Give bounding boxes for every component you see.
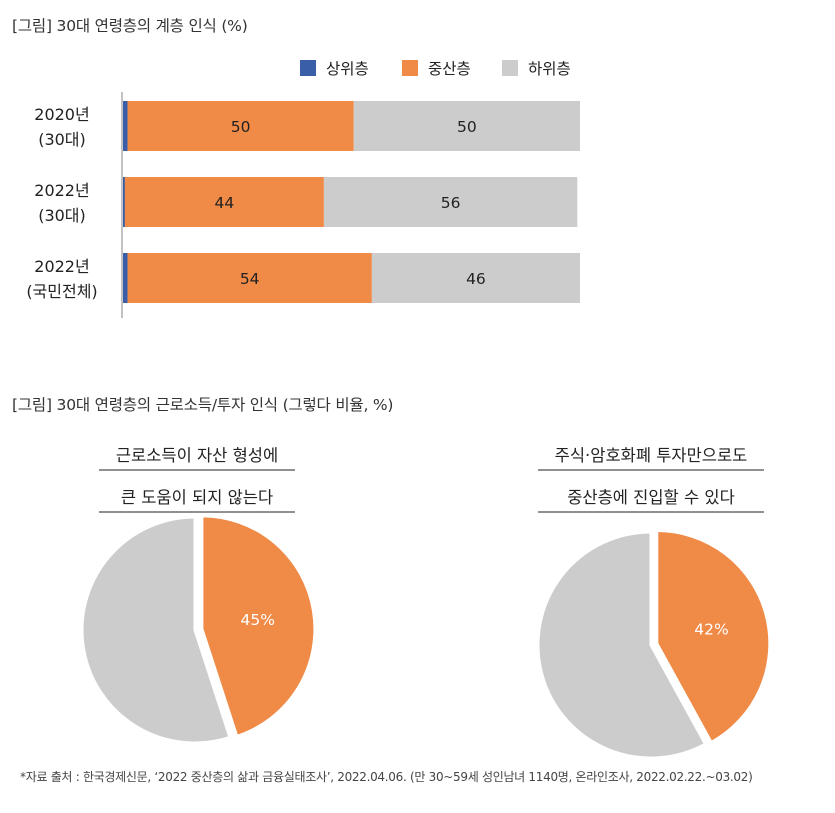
legend-swatch-2: [402, 60, 418, 76]
pie1-caption-line2: 큰 도움이 되지 않는다: [121, 488, 273, 507]
bar-segment-2-1: [123, 177, 127, 227]
pie2-caption-line2: 중산층에 진입할 수 있다: [567, 488, 735, 507]
data-label-2-3: 56: [441, 194, 461, 212]
legend-label-2: 중산층: [428, 60, 471, 78]
bar-segment-3-2: [127, 253, 372, 303]
legend-label-3: 하위층: [528, 60, 571, 78]
data-label-3-3: 46: [466, 270, 486, 288]
category-label-2-line1: 2022년: [34, 181, 89, 200]
bar-segment-3-3: [371, 253, 580, 303]
chart-title-class-perception: [그림] 30대 연령층의 계층 인식 (%): [12, 17, 248, 35]
data-label-3-2: 54: [240, 270, 260, 288]
pie1-slice-1: [200, 514, 317, 738]
category-label-3-line1: 2022년: [34, 257, 89, 276]
pie2-slice-1: [655, 529, 772, 745]
bar-segment-1-3: [353, 101, 580, 151]
data-label-2-2: 44: [214, 194, 234, 212]
data-label-1-2: 50: [231, 118, 251, 136]
bar-segment-1-1: [123, 101, 128, 151]
pie2-slice-2: [536, 530, 707, 760]
chart-title-income-investment: [그림] 30대 연령층의 근로소득/투자 인식 (그렇다 비율, %): [12, 396, 394, 414]
pie2-caption-line1: 주식·암호화폐 투자만으로도: [555, 446, 748, 465]
legend-label-1: 상위층: [326, 60, 369, 78]
pie1-slice-label-1: 45%: [240, 611, 274, 629]
bar-segment-2-3: [323, 177, 578, 227]
category-label-1-line1: 2020년: [34, 105, 89, 124]
pie2-slice-label-1: 42%: [694, 620, 728, 638]
pie1-caption-line1: 근로소득이 자산 형성에: [116, 446, 278, 465]
category-label-2-line2: (30대): [38, 206, 86, 225]
legend-swatch-3: [502, 60, 518, 76]
legend-swatch-1: [300, 60, 316, 76]
pie1-slice-2: [80, 515, 232, 745]
category-label-3-line2: (국민전체): [26, 282, 97, 301]
data-label-1-3: 50: [457, 118, 477, 136]
bar-segment-1-2: [127, 101, 354, 151]
source-note: *자료 출처 : 한국경제신문, ‘2022 중산층의 삶과 금융실태조사’, …: [20, 770, 753, 784]
bar-segment-3-1: [123, 253, 128, 303]
bar-segment-2-2: [124, 177, 324, 227]
category-label-1-line2: (30대): [38, 130, 86, 149]
